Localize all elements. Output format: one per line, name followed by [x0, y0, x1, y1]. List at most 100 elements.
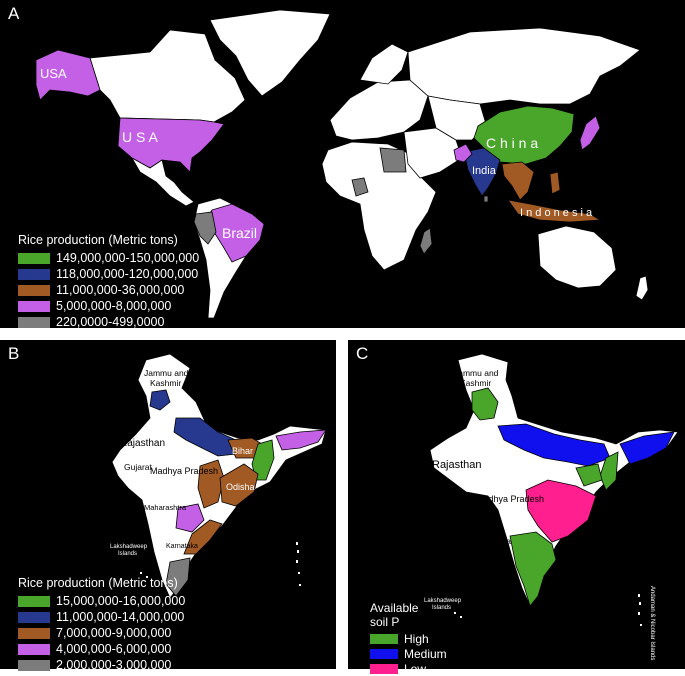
label-rajasthan: Rajasthan	[120, 438, 165, 449]
label-jammu: Jammu and	[454, 368, 499, 378]
legend-label: 7,000,000-9,000,000	[56, 626, 172, 640]
telangana	[175, 503, 205, 533]
panel-c-letter: C	[356, 344, 369, 363]
label-odisha: Odisha	[226, 482, 255, 492]
india	[463, 147, 501, 197]
odisha	[219, 463, 259, 507]
chhattisgarh	[197, 459, 225, 509]
legend-item: 15,000,000-16,000,000	[18, 593, 185, 609]
canada	[89, 29, 246, 123]
legend-item: Medium	[370, 646, 447, 661]
label-karnataka: Karnataka	[166, 543, 198, 550]
label-madhya-pradesh: Madhya Pradesh	[150, 466, 218, 476]
japan	[579, 115, 601, 151]
north-east	[619, 431, 675, 465]
label-gujarat: Gujarat	[436, 498, 466, 508]
india-production-panel: B	[0, 340, 336, 669]
legend-item: 2,000,000-3,000,000	[18, 657, 185, 673]
india-soil-p-panel: C Jammu and Kashm	[348, 340, 685, 669]
label-usa-alaska: USA	[40, 66, 67, 81]
chhattisgarh-odisha	[525, 479, 597, 543]
andaman-islands	[296, 542, 301, 586]
philippines	[549, 171, 561, 195]
legend-item: 7,000,000-9,000,000	[18, 625, 185, 641]
southern-states	[509, 531, 557, 607]
usa	[117, 117, 225, 173]
label-gujarat: Gujarat	[124, 462, 153, 472]
label-maharashtra: Maharashtra	[466, 537, 511, 546]
legend-swatch	[370, 633, 398, 644]
legend-label: Medium	[404, 646, 447, 661]
label-madhya-pradesh: Madhya Pradesh	[476, 494, 544, 504]
legend-item: High	[370, 631, 447, 646]
legend-label: 2,000,000-3,000,000	[56, 658, 172, 672]
australia	[537, 225, 617, 289]
label-lakshadweep: Lakshadweep	[110, 544, 148, 550]
andaman-islands	[638, 594, 642, 626]
legend-swatch	[18, 595, 50, 607]
legend-title-line1: Available	[370, 601, 419, 615]
legend-item: 220,0000-499,0000	[18, 314, 199, 328]
label-indonesia: I n d o n e s i a	[520, 207, 593, 219]
west-bengal	[599, 451, 619, 491]
label-rajasthan: Rajasthan	[432, 459, 482, 471]
legend-swatch	[18, 659, 50, 671]
legend-label: 5,000,000-8,000,000	[56, 299, 172, 313]
southeast-asia	[501, 161, 535, 201]
label-islands: Islands	[118, 551, 137, 557]
west-bengal	[251, 439, 275, 481]
legend-label: 4,000,000-6,000,000	[56, 642, 172, 656]
egypt	[379, 147, 407, 173]
assam	[275, 429, 327, 451]
legend-item: 11,000,000-14,000,000	[18, 609, 185, 625]
label-lakshadweep: Lakshadweep	[424, 598, 462, 604]
legend-swatch	[18, 300, 50, 312]
legend-label: 11,000,000-36,000,000	[56, 283, 185, 297]
legend-title: Rice production (Metric tons)	[18, 233, 178, 247]
legend-title: Rice production (Metric tons)	[18, 576, 178, 590]
legend-swatch	[18, 316, 50, 328]
india-soil-p-map: Jammu and Kashmir Rajasthan Gujarat Madh…	[424, 353, 679, 660]
legend-swatch	[18, 252, 50, 264]
legend-label: 220,0000-499,0000	[56, 315, 165, 328]
legend-item: 5,000,000-8,000,000	[18, 298, 199, 314]
legend-title-line2: soil P	[370, 615, 400, 629]
legend-swatch	[18, 611, 50, 623]
scandinavia	[359, 43, 409, 85]
lakshadweep-dots	[454, 612, 462, 618]
legend-panel-b: Rice production (Metric tons) 15,000,000…	[18, 576, 185, 673]
legend-label: 118,000,000-120,000,000	[56, 267, 199, 281]
russia	[407, 27, 641, 105]
label-china: C h i n a	[486, 135, 538, 151]
label-usa: U S A	[122, 129, 158, 145]
india-outline	[429, 353, 679, 607]
legend-label: 11,000,000-14,000,000	[56, 610, 185, 624]
label-islands: Islands	[432, 605, 451, 611]
legend-item: 149,000,000-150,000,000	[18, 250, 199, 266]
label-maharashtra: Maharashtra	[144, 503, 187, 512]
tamil-nadu	[165, 557, 191, 597]
uttar-pradesh-bihar	[497, 423, 611, 467]
sri-lanka	[483, 195, 489, 203]
legend-label: High	[404, 631, 429, 646]
label-bihar: Bihar	[232, 446, 253, 456]
legend-panel-a: Rice production (Metric tons) 149,000,00…	[18, 233, 199, 328]
label-andaman: Andaman & Nicobar Islands	[649, 586, 655, 660]
panel-a-letter: A	[8, 4, 20, 23]
label-india: India	[472, 165, 497, 177]
alaska	[35, 49, 101, 101]
legend-swatch	[18, 643, 50, 655]
label-jammu: Jammu and	[144, 368, 189, 378]
world-map: USA U S A C h i n a India Brazil I n d o…	[35, 9, 649, 319]
legend-label: 149,000,000-150,000,000	[56, 251, 200, 265]
legend-swatch	[370, 648, 398, 659]
mexico	[130, 156, 195, 207]
jharkhand	[575, 463, 603, 487]
europe	[329, 79, 429, 141]
pakistan	[453, 143, 473, 163]
legend-swatch	[18, 627, 50, 639]
legend-item: 118,000,000-120,000,000	[18, 266, 199, 282]
indonesia	[507, 199, 602, 223]
label-kashmir: Kashmir	[150, 378, 181, 388]
himachal-punjab	[471, 387, 499, 421]
